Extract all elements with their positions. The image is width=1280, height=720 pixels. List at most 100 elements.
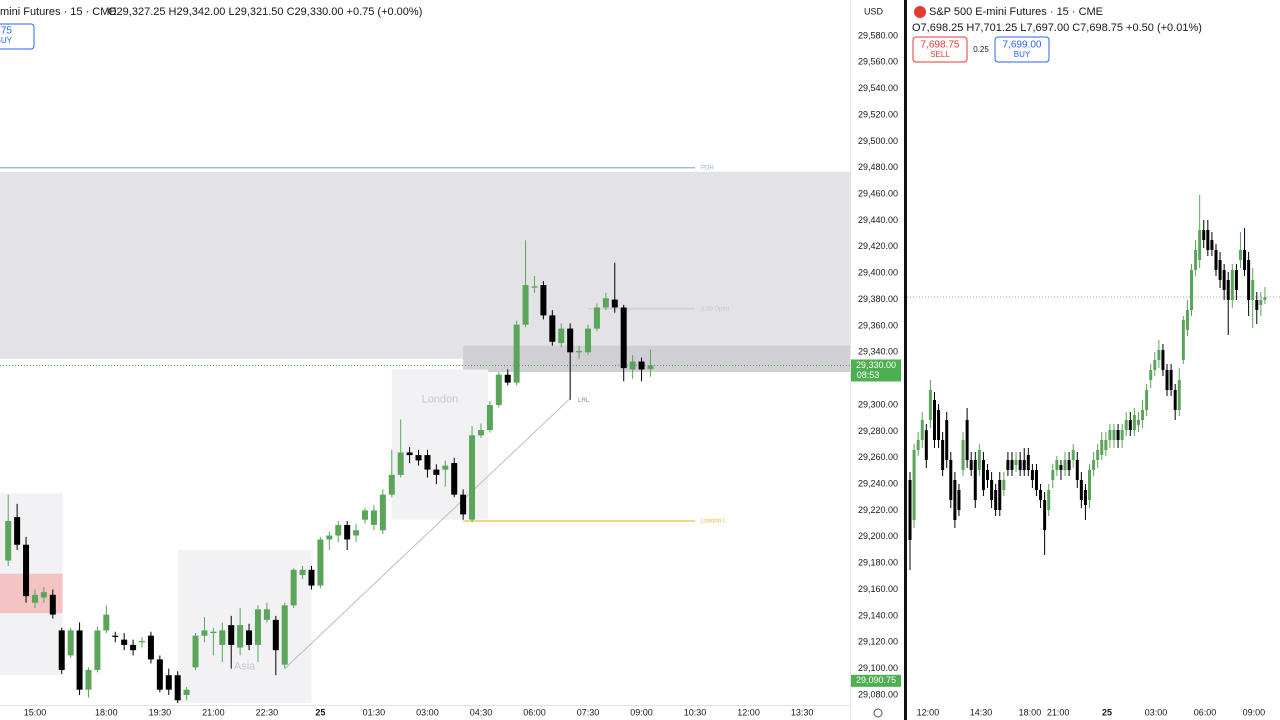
- x-tick-label: 22:30: [256, 707, 279, 717]
- candle-body: [210, 631, 217, 634]
- candle-body: [1136, 420, 1140, 425]
- zone-label: London: [422, 393, 459, 405]
- level-label: 8:30 Open: [701, 306, 729, 312]
- y-tick-label: 29,560.00: [858, 57, 898, 67]
- candle-body: [994, 490, 998, 510]
- buy-button[interactable]: [994, 36, 1050, 63]
- buy-button[interactable]: [0, 23, 35, 50]
- x-tick-label: 25: [315, 707, 325, 717]
- candle-body: [986, 470, 990, 480]
- candle-body: [576, 350, 583, 353]
- candle-body: [121, 639, 128, 645]
- candle-body: [451, 463, 458, 495]
- candle-body: [924, 430, 928, 460]
- candle-body: [326, 535, 333, 540]
- x-tick-label: 18:00: [1019, 707, 1042, 717]
- currency: USD: [864, 6, 884, 16]
- candle-body: [916, 440, 920, 450]
- candle-body: [1088, 470, 1092, 500]
- pane-divider: [904, 0, 907, 720]
- candle-body: [558, 328, 565, 344]
- x-tick-label: 07:30: [577, 707, 600, 717]
- candle-body: [1234, 270, 1238, 290]
- sell-button[interactable]: [912, 36, 968, 63]
- background-layer: Asia London PDH 8:30 Open London L LRL: [0, 165, 1280, 703]
- level-label: PDH: [701, 165, 714, 171]
- buy-price: 7,699.00: [1003, 40, 1042, 51]
- candle-body: [1002, 480, 1006, 490]
- candle-body: [998, 480, 1002, 510]
- y-tick-label: 29,340.00: [858, 347, 898, 357]
- candle-body: [981, 460, 985, 490]
- settings-icon[interactable]: [873, 708, 883, 718]
- candle-body: [1051, 470, 1055, 480]
- candle-body: [1255, 300, 1259, 310]
- y-tick-label: 29,400.00: [858, 268, 898, 278]
- candle-body: [370, 510, 377, 525]
- candle-body: [1014, 460, 1018, 465]
- y-tick-label: 29,520.00: [858, 109, 898, 119]
- candle-body: [165, 675, 172, 690]
- y-tick-label: 29,480.00: [858, 162, 898, 172]
- candle-body: [1238, 250, 1242, 260]
- candle-body: [912, 450, 916, 520]
- candle-body: [1059, 465, 1063, 470]
- candle-body: [1006, 460, 1010, 470]
- candle-body: [585, 328, 592, 353]
- y-tick-label: 29,180.00: [858, 558, 898, 568]
- x-tick-label: 25: [1102, 707, 1112, 717]
- symbol-title: mini Futures · 15 · CME: [0, 6, 117, 18]
- x-tick-label: 09:00: [630, 707, 653, 717]
- candle-body: [961, 440, 965, 470]
- symbol-icon: [914, 6, 926, 18]
- price-tag: [851, 359, 901, 382]
- ohlc-readout: O7,698.25 H7,701.25 L7,697.00 C7,698.75 …: [912, 22, 1202, 34]
- candle-body: [94, 630, 101, 670]
- candle-body: [272, 619, 279, 651]
- candle-body: [932, 400, 936, 440]
- x-tick-label: 04:30: [470, 707, 493, 717]
- x-tick-label: 06:00: [523, 707, 546, 717]
- candle-body: [281, 605, 288, 665]
- y-tick-label: 29,300.00: [858, 399, 898, 409]
- price-tag-label: 29,330.00: [856, 360, 896, 370]
- candle-body: [1010, 460, 1014, 470]
- candle-body: [477, 430, 484, 436]
- candle-body: [147, 635, 154, 660]
- zone: [0, 171, 850, 359]
- candle-body: [1263, 297, 1267, 300]
- x-tick-label: 09:00: [1243, 707, 1266, 717]
- candle-body: [1018, 460, 1022, 470]
- candle-body: [620, 307, 627, 369]
- candle-body: [1206, 230, 1210, 250]
- time-axis-bg: [907, 705, 1280, 720]
- candle-body: [1108, 430, 1112, 440]
- candle-body: [31, 594, 38, 603]
- candle-body: [1169, 370, 1173, 390]
- y-tick-label: 29,240.00: [858, 478, 898, 488]
- price-tag-countdown: 08:53: [857, 370, 880, 380]
- candle-body: [308, 569, 315, 586]
- candle-body: [1100, 440, 1104, 455]
- x-tick-label: 13:30: [791, 707, 814, 717]
- y-tick-label: 29,280.00: [858, 426, 898, 436]
- candle-body: [237, 625, 244, 648]
- candle-body: [76, 630, 83, 690]
- marks-layer: [5, 195, 1267, 703]
- y-tick-label: 29,540.00: [858, 83, 898, 93]
- candle-body: [1161, 350, 1165, 370]
- candle-body: [1190, 270, 1194, 310]
- candle-body: [920, 420, 924, 440]
- candle-body: [85, 669, 92, 690]
- candle-body: [1173, 390, 1177, 410]
- candle-body: [1259, 300, 1263, 305]
- y-tick-label: 29,140.00: [858, 610, 898, 620]
- buy-price: 29.75: [0, 26, 12, 37]
- candle-body: [1230, 270, 1234, 300]
- candle-body: [299, 569, 306, 576]
- candle-body: [486, 405, 493, 431]
- candle-body: [522, 285, 529, 325]
- candle-body: [953, 480, 957, 520]
- candle-body: [1116, 430, 1120, 440]
- candle-body: [49, 594, 56, 615]
